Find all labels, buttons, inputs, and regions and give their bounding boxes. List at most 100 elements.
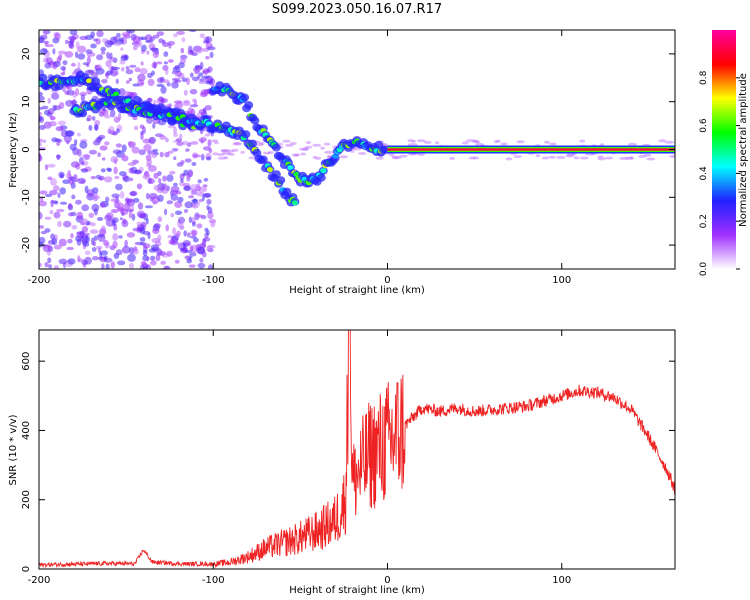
noise-blob [85,49,93,54]
noise-blob [39,142,43,147]
noise-blob [39,48,48,55]
noise-blob [391,155,400,159]
noise-blob [202,107,206,113]
noise-blob [323,142,331,146]
noise-blob [170,213,175,218]
noise-blob [177,72,185,79]
noise-blob [407,143,418,147]
noise-blob [468,156,476,160]
snr-ylabel: SNR (10 * v/v) [8,414,19,485]
noise-blob [191,162,197,166]
noise-blob [47,108,55,115]
noise-blob [180,247,185,252]
noise-blob [101,79,108,84]
noise-blob [131,213,136,221]
noise-blob [82,241,90,247]
noise-blob [77,177,86,184]
noise-blob [166,200,174,205]
noise-blob [178,62,185,69]
noise-blob [60,124,64,132]
ridge-halo [248,139,257,148]
noise-blob [166,250,173,257]
noise-blob [75,235,82,242]
noise-blob [206,46,216,51]
noise-blob [131,248,139,255]
noise-blob [222,152,232,155]
noise-blob [221,149,226,153]
noise-blob [291,153,299,157]
noise-blob [188,264,196,268]
noise-blob [500,142,508,146]
noise-blob [231,148,239,152]
noise-blob [392,156,402,160]
noise-blob [84,250,91,255]
noise-blob [190,141,199,145]
noise-blob [140,132,144,141]
noise-blob [147,78,155,87]
noise-blob [50,200,58,204]
noise-blob [141,44,147,52]
noise-blob [192,76,200,82]
noise-blob [146,264,152,269]
noise-blob [157,194,164,202]
noise-blob [104,141,110,146]
noise-blob [105,196,110,203]
spectrogram-xtick-label: 100 [552,275,571,286]
noise-blob [204,227,209,232]
noise-blob [180,160,185,165]
noise-blob [105,60,112,68]
noise-blob [189,245,194,253]
noise-blob [146,158,153,166]
noise-blob [157,234,162,242]
noise-blob [100,51,106,55]
noise-blob [77,53,86,60]
noise-blob [147,72,153,78]
noise-blob [66,246,74,251]
noise-blob [128,262,134,269]
noise-blob [190,187,194,196]
noise-blob [556,155,566,159]
noise-blob [67,238,73,244]
noise-blob [84,232,90,236]
spectrogram-ylabel: Frequency (Hz) [8,112,19,188]
noise-blob [513,155,523,159]
noise-blob [191,221,196,227]
noise-blob [163,61,168,65]
noise-blob [68,40,74,48]
noise-blob [204,105,212,111]
noise-blob [87,69,95,74]
noise-blob [39,111,42,117]
noise-blob [112,72,119,76]
colorbar-tick-label: 0.6 [699,118,709,133]
noise-blob [206,198,212,205]
snr-ytick-label: 400 [21,421,32,440]
ridge-halo [167,116,177,125]
noise-blob [145,40,154,44]
noise-blob [59,187,66,195]
noise-blob [151,152,157,159]
noise-blob [315,156,322,160]
noise-blob [549,142,557,146]
noise-blob [142,255,149,262]
noise-blob [133,197,140,203]
noise-blob [187,142,192,148]
noise-blob [176,30,186,36]
noise-blob [77,148,82,157]
noise-blob [66,89,75,96]
noise-blob [177,196,184,203]
noise-blob [39,225,45,229]
noise-blob [167,235,172,239]
noise-blob [133,45,138,51]
noise-blob [60,72,65,76]
noise-blob [206,245,213,252]
noise-blob [544,140,550,144]
noise-blob [139,213,146,219]
noise-blob [192,237,199,243]
noise-blob [170,185,180,193]
ridge-halo [244,101,254,110]
noise-blob [52,48,56,55]
noise-blob [178,133,183,140]
noise-blob [155,254,161,262]
noise-blob [104,40,113,48]
